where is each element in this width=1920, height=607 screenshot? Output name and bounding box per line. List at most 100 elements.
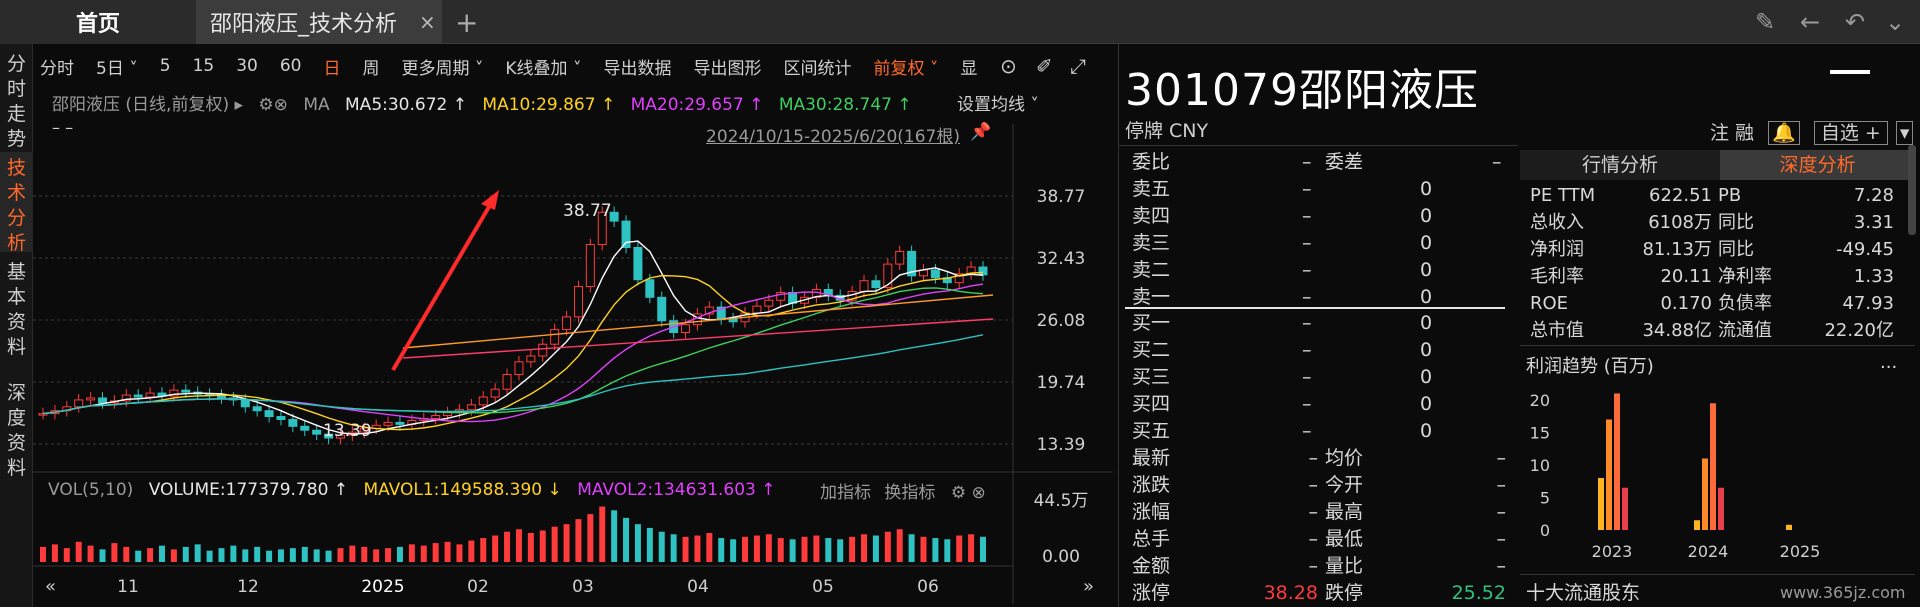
toolbar-item-13[interactable]: 前复权 ˅ [873,58,939,79]
toolbar-item-12[interactable]: 区间统计 [783,58,852,79]
volume-bar [254,546,261,562]
candle [907,245,917,282]
close-tab-icon[interactable]: × [419,10,436,34]
left-nav-item-3[interactable]: 深度资料 [6,382,26,479]
left-nav-item-2[interactable]: 基本资料 [6,261,26,358]
buy-0-vol: 0 [1420,312,1433,334]
y-tick-label: 19.74 [1037,373,1086,393]
profit-x-tick: 2023 [1592,542,1633,561]
toolbar-item-0[interactable]: 分时 [40,58,74,79]
settings-icon[interactable]: ⚙ ⊗ [950,483,986,503]
stat-label: 今开 [1325,474,1364,496]
profit-bar [1598,478,1604,530]
toolbar-item-5[interactable]: 60 [279,56,302,76]
chart-toolbar: 分时 5日 ˅ 5 15 30 60 日周更多周期 ˅ K线叠加 ˅ 导出数据 导出图形 区间统计前… [40,50,1120,82]
weibi-value: – [1302,151,1312,173]
stat-value: – [1496,447,1507,469]
stat-value: – [1308,501,1319,523]
sell-0-vol: 0 [1420,178,1433,200]
scrollbar[interactable] [1908,145,1916,235]
pin-icon[interactable]: 📌 [970,122,992,142]
profit-y-tick: 0 [1540,521,1550,540]
fund-value: 20.11 [1660,266,1712,287]
stat-label: 最高 [1325,501,1364,523]
candle [216,389,226,404]
set-ma-button[interactable]: 设置均线 ˅ [957,95,1039,115]
tab-technical-analysis[interactable]: 邵阳液压_技术分析 × [196,0,442,44]
more-button[interactable]: ... [1880,352,1898,373]
candlestick-chart[interactable]: 38.77 13.39 38.77 32.43 26.08 19.74 13.39 44.… [33,124,1113,604]
stat-value: 38.28 [1263,582,1318,604]
x-tick-label: 03 [572,577,594,597]
y-tick-label: 38.77 [1037,187,1086,207]
left-nav [0,44,33,607]
margin-label[interactable]: 注 融 [1710,122,1755,144]
volume-bar [837,539,844,562]
circle-chevron-icon[interactable]: ⊙ [1000,54,1017,78]
stat-value: – [1496,555,1507,577]
brush-icon[interactable]: ✐ [1036,54,1053,78]
weibi-label: 委比 [1132,151,1171,173]
volume-bar [884,531,891,562]
stock-title: 301079邵阳液压 [1125,54,1479,118]
weicha-value: – [1492,151,1502,173]
volume-bar [861,534,868,562]
toolbar-item-7[interactable]: 周 [362,58,380,79]
toolbar-item-4[interactable]: 30 [236,56,258,76]
vol-actions: 加指标 换指标 ⚙ ⊗ [820,478,986,503]
volume-bar [420,545,427,562]
volume-bar [706,533,713,562]
volume-bar [527,533,534,562]
fund-label: 流通值 [1718,320,1772,341]
volume-bar [123,546,130,562]
fund-value: 34.88亿 [1642,320,1712,341]
add-tab-icon[interactable]: + [455,6,479,39]
undo-icon[interactable]: ↶ [1845,8,1866,36]
volume-bar [551,526,558,562]
volume-bar [408,544,415,562]
swap-indicator-button[interactable]: 换指标 [884,483,936,503]
back-arrow-icon[interactable]: ← [1800,8,1821,36]
volume-bar [242,549,249,562]
fund-label: 总市值 [1530,320,1584,341]
bell-icon[interactable]: 🔔 [1768,121,1800,145]
trend-arrow [391,198,495,372]
toolbar-item-10[interactable]: 导出数据 [603,58,672,79]
fullscreen-icon[interactable]: ⤢ [1070,54,1086,78]
toolbar-item-3[interactable]: 15 [192,56,215,76]
toolbar-item-2[interactable]: 5 [159,56,171,76]
dropdown-icon[interactable]: ▾ [1895,121,1914,145]
tab-market-analysis[interactable]: 行情分析 [1520,150,1720,180]
toolbar-item-9[interactable]: K线叠加 ˅ [505,58,582,79]
fund-value: 0.170 [1660,293,1712,314]
tab-home[interactable]: 首页 [0,0,196,44]
chevron-down-icon[interactable]: ⌄ [1885,8,1906,36]
ma-long-line [402,318,994,359]
toolbar-item-11[interactable]: 导出图形 [693,58,762,79]
x-tick-label: 04 [687,577,709,597]
left-nav-item-0[interactable]: 分时走势 [6,53,26,150]
stat-label: 最新 [1132,447,1171,469]
fund-value: 47.93 [1842,293,1894,314]
settings-icon[interactable]: ⚙⊗ [258,95,288,115]
edit-icon[interactable]: ✎ [1755,8,1776,36]
right-panel [1118,44,1920,607]
mavol1-value: MAVOL1:149588.390 ↓ [363,480,562,500]
toolbar-item-14[interactable]: 显 [960,58,978,79]
tab-deep-analysis[interactable]: 深度分析 [1720,150,1915,180]
fund-label: PE TTM [1530,185,1596,206]
left-nav-item-1[interactable]: 技术分析 [0,152,33,254]
toolbar-item-1[interactable]: 5日 ˅ [96,58,138,79]
candle [538,338,548,362]
profit-bar [1622,487,1628,530]
buy-2-label: 买三 [1132,366,1171,388]
candle [62,400,72,417]
volume-bar [135,550,142,562]
toolbar-item-8[interactable]: 更多周期 ˅ [401,58,484,79]
add-indicator-button[interactable]: 加指标 [820,483,871,503]
add-watchlist-button[interactable]: 自选 + [1813,121,1888,145]
profit-bar [1702,458,1708,530]
scroll-right-icon: » [1083,576,1094,597]
volume-bar [682,536,689,562]
toolbar-item-6[interactable]: 日 [323,58,341,79]
